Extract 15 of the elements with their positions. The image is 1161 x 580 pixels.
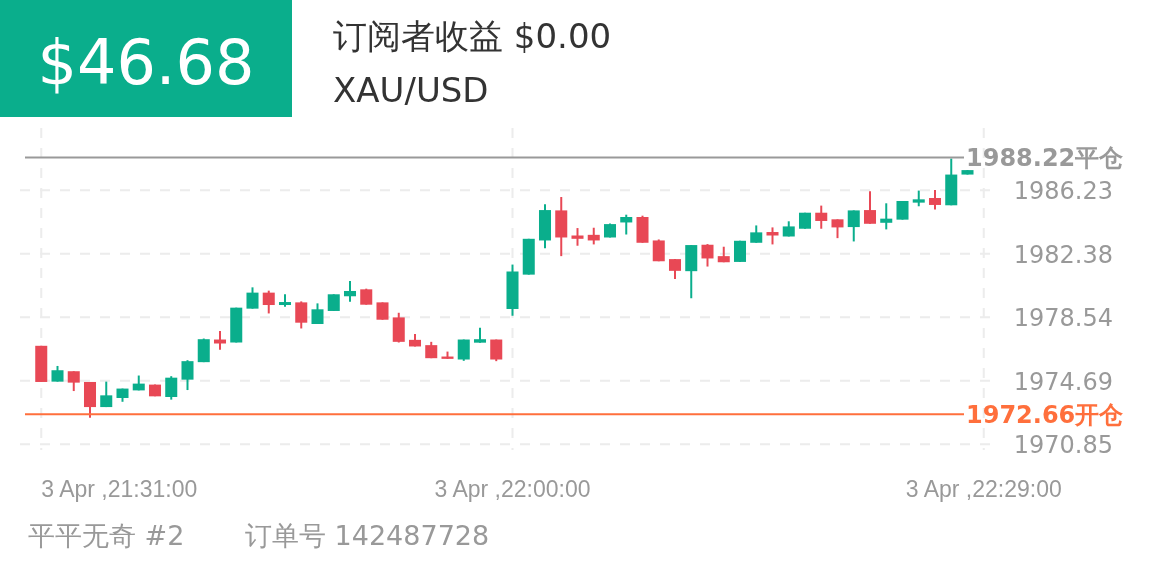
ref-line-label: 1988.22平仓 (966, 144, 1125, 173)
x-tick-label: 3 Apr ,22:00:00 (434, 476, 591, 502)
text: XAU/USD (333, 70, 489, 110)
y-tick-label: 1986.23 (1013, 177, 1113, 206)
y-tick-label: 1974.69 (1013, 367, 1113, 396)
y-tick-label: 1982.38 (1013, 240, 1113, 269)
text: 平平无奇 #2 (28, 520, 185, 551)
x-tick-label: 3 Apr ,22:29:00 (905, 476, 1062, 502)
text: 订单号 142487728 (245, 520, 490, 551)
chart-subtitle: 订阅者收益 $0.00 (333, 16, 612, 56)
x-tick-label: 3 Apr ,21:31:00 (41, 476, 198, 502)
y-tick-label: 1978.54 (1013, 304, 1113, 333)
ref-line-label: 1972.66开仓 (966, 401, 1125, 430)
y-tick-label: 1970.85 (1013, 431, 1113, 460)
chart-title: $46.68 (37, 26, 255, 99)
